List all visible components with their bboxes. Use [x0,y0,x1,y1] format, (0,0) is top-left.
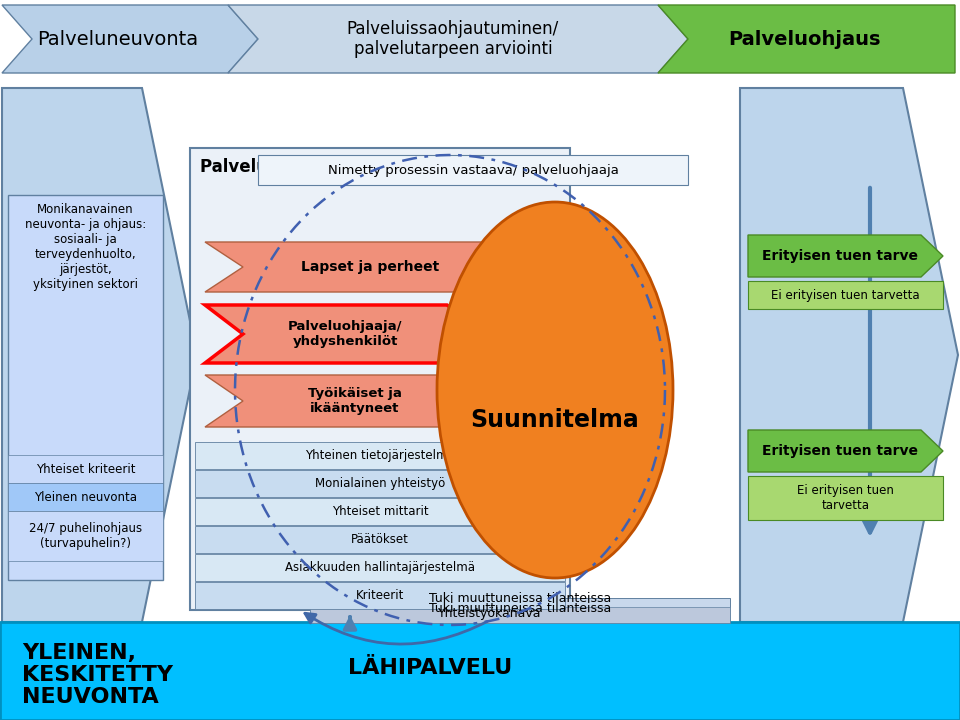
Text: Yhteiset kriteerit: Yhteiset kriteerit [36,462,135,475]
Bar [258,155,688,185]
Bar [8,455,163,483]
Text: Palveluohjaus: Palveluohjaus [729,30,881,48]
Text: 24/7 puhelinohjaus
(turvapuhelin?): 24/7 puhelinohjaus (turvapuhelin?) [29,522,142,550]
Text: Ei erityisen tuen
tarvetta: Ei erityisen tuen tarvetta [797,484,894,512]
Text: Palveluohjaaja/
yhdyshenkilöt: Palveluohjaaja/ yhdyshenkilöt [288,320,402,348]
Text: Tuki muuttuneissa tilanteissa: Tuki muuttuneissa tilanteissa [429,592,612,605]
Text: Monialainen yhteistyö: Monialainen yhteistyö [315,477,445,490]
Text: LÄHIPALVELU: LÄHIPALVELU [348,658,512,678]
Text: Päätökset: Päätökset [351,533,409,546]
Text: Yleinen neuvonta: Yleinen neuvonta [34,490,137,503]
Ellipse shape [437,202,673,578]
Text: Lapset ja perheet: Lapset ja perheet [300,260,439,274]
Bar [0,622,960,720]
Polygon shape [205,375,505,427]
Bar [195,554,565,581]
Text: Palveluneuvonta: Palveluneuvonta [37,30,199,48]
FancyArrowPatch shape [305,613,488,644]
Text: Yhteiset mittarit: Yhteiset mittarit [332,505,428,518]
Text: Monikanavainen
neuvonta- ja ohjaus:
sosiaali- ja
terveydenhuolto,
järjestöt,
yks: Monikanavainen neuvonta- ja ohjaus: sosi… [25,203,146,291]
Text: Suunnitelma: Suunnitelma [470,408,639,432]
Polygon shape [740,88,958,622]
Text: Palveluissaohjautuminen/
palvelutarpeen arviointi: Palveluissaohjautuminen/ palvelutarpeen … [347,19,559,58]
Bar [195,582,565,609]
Polygon shape [205,242,535,292]
Polygon shape [2,88,197,622]
Bar [748,281,943,309]
Text: Työikäiset ja
ikääntyneet: Työikäiset ja ikääntyneet [308,387,402,415]
Bar [8,195,163,580]
Text: Tuki muuttuneissa tilanteissa: Tuki muuttuneissa tilanteissa [429,603,612,616]
Text: Ei erityisen tuen tarvetta: Ei erityisen tuen tarvetta [771,289,920,302]
Polygon shape [205,305,485,363]
Bar [195,526,565,553]
FancyArrowPatch shape [863,188,876,533]
Bar [748,476,943,520]
Text: Yhteinen tietojärjestelmä: Yhteinen tietojärjestelmä [305,449,455,462]
Polygon shape [658,5,955,73]
Bar [195,498,565,525]
Text: Erityisen tuen tarve: Erityisen tuen tarve [762,444,918,458]
Text: YLEINEN,: YLEINEN, [22,643,136,663]
Bar [8,511,163,561]
Text: Yhteistyökanava: Yhteistyökanava [439,608,541,621]
Polygon shape [2,5,258,73]
Bar [310,598,730,620]
Text: KESKITETTY: KESKITETTY [22,665,173,685]
Polygon shape [748,235,943,277]
Text: Asiakkuuden hallintajärjestelmä: Asiakkuuden hallintajärjestelmä [285,561,475,574]
Bar [195,470,565,497]
Text: Erityisen tuen tarve: Erityisen tuen tarve [762,249,918,263]
Text: Nimetty prosessin vastaava/ palveluohjaaja: Nimetty prosessin vastaava/ palveluohjaa… [327,163,618,176]
Bar [310,607,730,623]
Polygon shape [748,430,943,472]
FancyArrowPatch shape [345,617,355,630]
Polygon shape [228,5,688,73]
Text: Kriteerit: Kriteerit [356,589,404,602]
Text: NEUVONTA: NEUVONTA [22,687,158,707]
Bar [195,442,565,469]
Bar [190,148,570,610]
Bar [8,483,163,511]
Text: Palvelutarpeen arviointi: Palvelutarpeen arviointi [200,158,426,176]
